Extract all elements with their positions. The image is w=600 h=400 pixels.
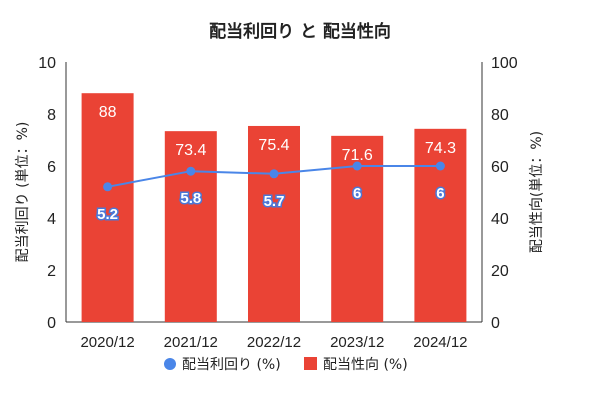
- category-labels: 2020/12 2021/12 2022/12 2023/12 2024/12: [80, 334, 467, 351]
- right-axis-title: 配当性向(単位：%): [529, 131, 545, 253]
- right-tick-label: 20: [491, 263, 509, 280]
- bar-value-label: 88: [99, 104, 117, 121]
- bar-value-label: 73.4: [175, 142, 206, 159]
- right-tick-label: 80: [491, 107, 509, 124]
- bar-series: [81, 93, 467, 323]
- right-tick-label: 100: [491, 55, 518, 72]
- line-point: [269, 169, 279, 179]
- legend-line-marker: [164, 358, 176, 370]
- right-tick-labels: 0 20 40 60 80 100: [491, 55, 518, 332]
- right-tick-label: 60: [491, 159, 509, 176]
- category-label: 2020/12: [80, 334, 134, 351]
- line-point: [352, 161, 362, 171]
- legend-line-label: 配当利回り (%): [182, 357, 281, 373]
- left-tick-label: 4: [47, 211, 56, 228]
- right-tick-label: 40: [491, 211, 509, 228]
- legend-bar-marker: [304, 357, 317, 370]
- line-point: [103, 182, 113, 192]
- bar-data-labels: 88 73.4 75.4 71.6 74.3: [99, 104, 456, 164]
- line-value-label: 6: [436, 185, 444, 202]
- bar: [248, 125, 300, 323]
- line-value-label: 5.2: [97, 206, 118, 223]
- left-tick-label: 10: [38, 55, 56, 72]
- left-tick-label: 6: [47, 159, 56, 176]
- line-point: [435, 161, 445, 171]
- bar: [81, 93, 134, 322]
- bar-value-label: 75.4: [258, 137, 289, 154]
- left-axis-title: 配当利回り (単位：%): [15, 122, 31, 263]
- left-tick-label: 8: [47, 107, 56, 124]
- category-label: 2022/12: [247, 334, 301, 351]
- legend-bar-label: 配当性向 (%): [323, 357, 408, 373]
- line-value-label: 5.7: [264, 193, 285, 210]
- left-tick-labels: 0 2 4 6 8 10: [38, 55, 56, 332]
- line-point: [186, 166, 196, 176]
- legend: 配当利回り (%) 配当性向 (%): [164, 357, 408, 373]
- left-tick-label: 2: [47, 263, 56, 280]
- line-data-labels: 5.2 5.8 5.7 6 6: [96, 184, 446, 225]
- category-label: 2023/12: [330, 334, 384, 351]
- line-value-label: 5.8: [180, 190, 201, 207]
- bar: [414, 128, 467, 322]
- bar-value-label: 74.3: [425, 140, 456, 157]
- line-value-label: 6: [353, 185, 361, 202]
- chart-title: 配当利回り と 配当性向: [209, 21, 391, 42]
- bar: [164, 131, 217, 322]
- line-series: [103, 161, 445, 192]
- bar-value-label: 71.6: [342, 147, 373, 164]
- category-label: 2021/12: [164, 334, 218, 351]
- category-label: 2024/12: [413, 334, 467, 351]
- right-tick-label: 0: [491, 315, 500, 332]
- left-tick-label: 0: [47, 315, 56, 332]
